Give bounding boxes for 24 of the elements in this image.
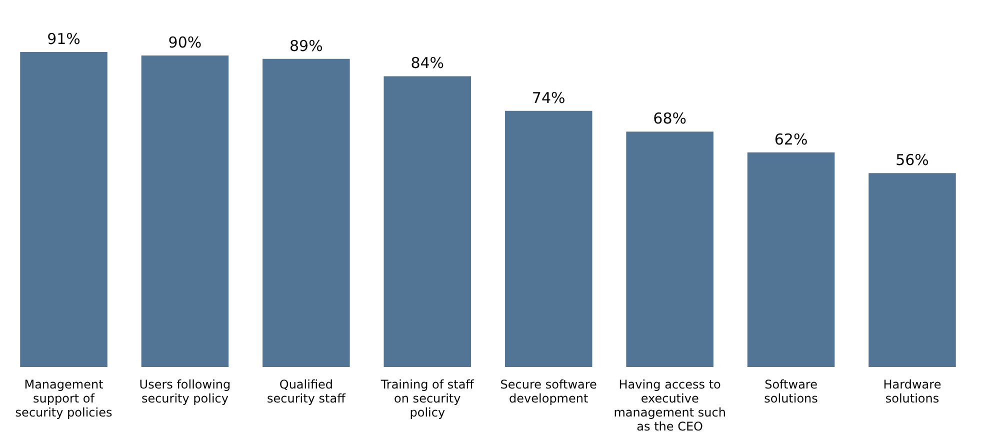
x-tick-label: Hardware solutions (883, 378, 942, 406)
data-label: 56% (896, 151, 929, 170)
bar (626, 132, 714, 367)
bar (868, 173, 956, 367)
x-tick-label: Having access to executive management such as the CEO (614, 378, 726, 433)
bar (20, 52, 108, 367)
x-tick-label: Software solutions (764, 378, 818, 406)
x-tick-label: Users following security policy (139, 378, 231, 406)
bar (747, 152, 835, 367)
x-tick-label: Management support of security policies (15, 378, 112, 420)
bar (262, 58, 350, 367)
data-label: 74% (532, 88, 566, 107)
data-label: 91% (47, 30, 80, 48)
data-label: 89% (290, 36, 323, 55)
bar (504, 110, 592, 367)
x-tick-label: Training of staff on security policy (380, 378, 475, 420)
x-tick-label: Secure software development (500, 378, 597, 406)
bar (141, 55, 229, 367)
data-label: 90% (168, 33, 202, 52)
x-tick-label: Qualified security staff (267, 378, 346, 406)
data-label: 84% (410, 54, 444, 72)
data-label: 68% (653, 110, 686, 128)
data-label: 62% (774, 130, 808, 148)
bar (384, 76, 472, 367)
